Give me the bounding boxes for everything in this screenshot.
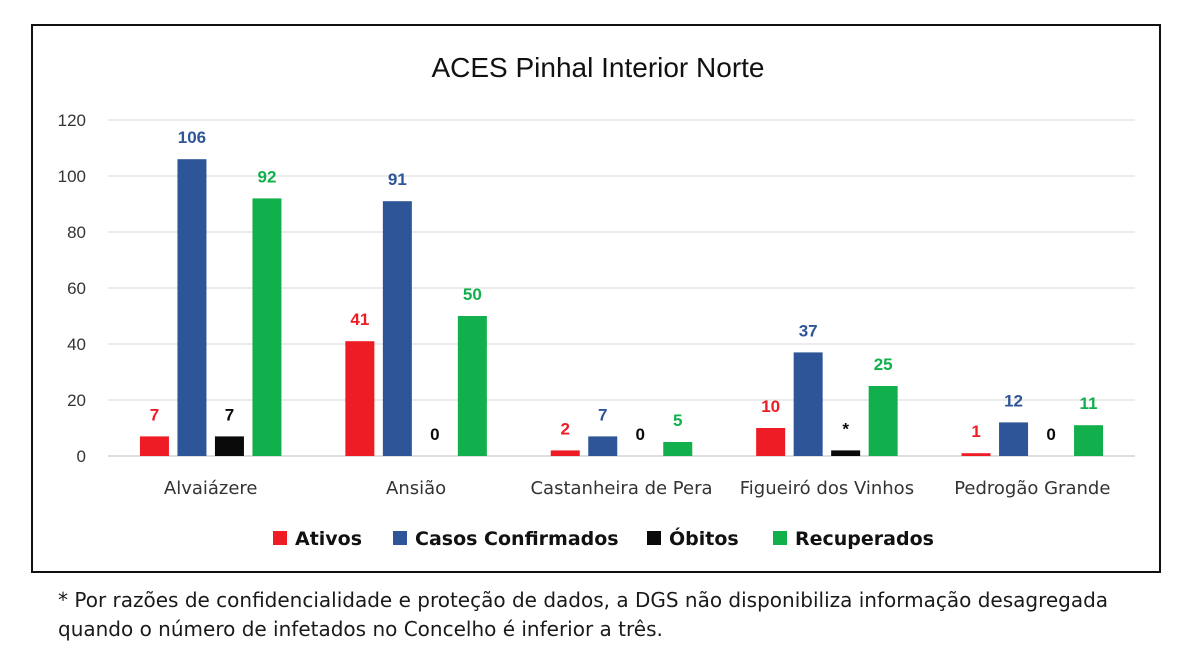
data-label: 7 [598,405,607,424]
legend-swatch [273,531,287,545]
bar-casos-confirmados [382,201,412,456]
bar--bitos [831,450,861,456]
bar-ativos [345,341,375,456]
legend-swatch [773,531,787,545]
footnote-line-2: quando o número de infetados no Concelho… [58,617,663,641]
legend-label: Óbitos [669,526,739,550]
data-label: 92 [257,167,276,186]
y-tick-label: 100 [58,167,86,186]
footnote-line-1: * Por razões de confidencialidade e prot… [58,588,1109,612]
bar--bitos [214,436,244,456]
bar-ativos [756,428,786,456]
data-label: * [842,419,849,438]
bar-recuperados [252,198,282,456]
legend-swatch [647,531,661,545]
data-label: 0 [1046,425,1055,444]
bar-recuperados [663,442,693,456]
bars [139,159,1104,456]
legend-label: Ativos [295,528,362,550]
data-labels: 7 106 7 92 41 91 0 50 2 7 0 5 10 37 * 25 1 12 0 11 [150,128,1098,444]
category-label: Pedrogão Grande [954,478,1110,499]
category-label: Ansião [386,478,446,499]
category-label: Figueiró dos Vinhos [740,478,914,499]
bar-recuperados [868,386,898,456]
bar-ativos [961,453,991,456]
bar-recuperados [1074,425,1104,456]
category-label: Castanheira de Pera [530,478,712,499]
data-label: 37 [799,321,818,340]
category-label: Alvaiázere [164,478,258,499]
y-tick-label: 20 [67,391,86,410]
data-label: 106 [178,128,206,147]
data-label: 91 [388,170,407,189]
bar-casos-confirmados [177,159,207,456]
bar-recuperados [457,316,487,456]
data-label: 0 [430,425,439,444]
legend-label: Recuperados [795,528,934,550]
y-tick-label: 60 [67,279,86,298]
data-label: 10 [761,397,780,416]
y-axis-ticks: 0 20 40 60 80 100 120 [58,111,86,466]
y-tick-label: 120 [58,111,86,130]
bar-casos-confirmados [999,422,1029,456]
data-label: 5 [673,411,682,430]
data-label: 50 [463,285,482,304]
legend-swatch [393,531,407,545]
bar-casos-confirmados [793,352,823,456]
data-label: 7 [150,405,159,424]
chart-frame [31,24,1161,573]
data-label: 2 [561,419,570,438]
data-label: 25 [874,355,893,374]
y-tick-label: 0 [77,447,86,466]
chart-title: ACES Pinhal Interior Norte [431,52,764,83]
x-axis-categories: Alvaiázere Ansião Castanheira de Pera Figue… [164,478,1111,499]
data-label: 11 [1080,394,1098,413]
bar-ativos [139,436,169,456]
bar-casos-confirmados [588,436,618,456]
legend: Ativos Casos Confirmados Óbitos Recuperados [273,526,934,550]
data-label: 0 [636,425,645,444]
legend-label: Casos Confirmados [415,528,619,550]
data-label: 12 [1004,391,1023,410]
bar-chart: ACES Pinhal Interior Norte 0204060801001… [58,52,1135,550]
bar-ativos [550,450,580,456]
data-label: 7 [225,405,234,424]
data-label: 41 [350,310,369,329]
y-tick-label: 80 [67,223,86,242]
y-tick-label: 40 [67,335,86,354]
data-label: 1 [971,422,980,441]
footnote: * Por razões de confidencialidade e prot… [58,586,1168,644]
